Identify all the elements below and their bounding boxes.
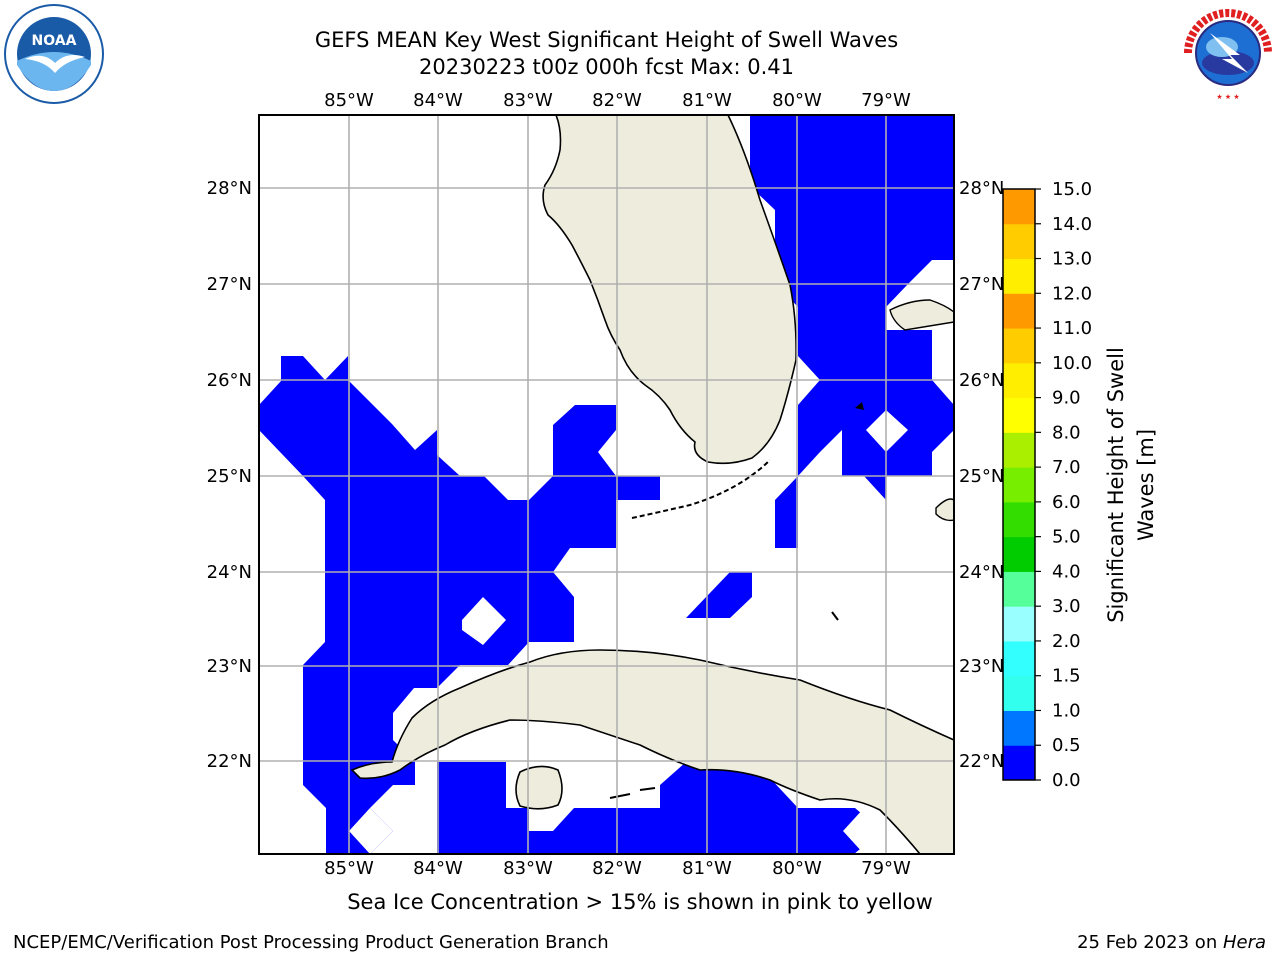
colorbar-band [1003, 536, 1035, 572]
colorbar-band [1003, 432, 1035, 468]
colorbar-tick-label: 15.0 [1052, 179, 1092, 200]
map-frame [258, 114, 955, 855]
graticule [259, 115, 954, 854]
svg-text:★ ★ ★: ★ ★ ★ [1216, 93, 1239, 101]
noaa-logo-text: NOAA [32, 33, 77, 49]
colorbar-tick-label: 0.0 [1052, 770, 1081, 791]
lon-label-bottom: 79°W [861, 858, 911, 879]
lat-label-right: 25°N [959, 466, 1004, 487]
colorbar-tick-label: 4.0 [1052, 561, 1081, 582]
colorbar-tick-label: 5.0 [1052, 527, 1081, 548]
lon-label-top: 83°W [503, 90, 553, 111]
colorbar-tick-label: 1.0 [1052, 700, 1081, 721]
colorbar-tick-label: 11.0 [1052, 318, 1092, 339]
colorbar-tick-label: 0.5 [1052, 735, 1081, 756]
lat-label-right: 26°N [959, 370, 1004, 391]
colorbar-band [1003, 710, 1035, 746]
lon-label-top: 79°W [861, 90, 911, 111]
lat-label-left: 26°N [207, 370, 252, 391]
lat-label-right: 24°N [959, 562, 1004, 583]
noaa-logo-icon: NOAA [4, 4, 104, 104]
footer-credit: NCEP/EMC/Verification Post Processing Pr… [13, 932, 609, 953]
lat-label-left: 24°N [207, 562, 252, 583]
colorbar-tick-label: 12.0 [1052, 283, 1092, 304]
lon-label-bottom: 82°W [592, 858, 642, 879]
colorbar-label-line1: Significant Height of Swell [1104, 347, 1128, 623]
colorbar-band [1003, 501, 1035, 538]
lat-label-left: 23°N [207, 656, 252, 677]
lon-label-bottom: 83°W [503, 858, 553, 879]
colorbar-label-line2: Waves [m] [1134, 429, 1158, 541]
lat-label-right: 27°N [959, 274, 1004, 295]
lat-label-left: 25°N [207, 466, 252, 487]
colorbar-frame [1002, 188, 1036, 781]
colorbar-band [1003, 745, 1035, 781]
swell-region-west [259, 356, 660, 854]
colorbar-tick-label: 2.0 [1052, 631, 1081, 652]
lat-label-right: 28°N [959, 178, 1004, 199]
lat-label-left: 22°N [207, 751, 252, 772]
colorbar-band [1003, 397, 1035, 433]
swell-region-south [437, 762, 882, 854]
colorbar-band [1003, 223, 1035, 260]
florida-land [542, 115, 797, 465]
bahamas-land [889, 299, 954, 331]
lon-label-top: 84°W [413, 90, 463, 111]
lat-label-right: 23°N [959, 656, 1004, 677]
swell-field [259, 115, 954, 854]
colorbar [1003, 189, 1035, 781]
colorbar-tick-label: 10.0 [1052, 353, 1092, 374]
colorbar-band [1003, 189, 1035, 225]
lon-label-bottom: 80°W [772, 858, 822, 879]
colorbar-tick-label: 13.0 [1052, 249, 1092, 270]
colorbar-band [1003, 328, 1035, 364]
lon-label-top: 85°W [324, 90, 374, 111]
colorbar-band [1003, 606, 1035, 642]
colorbar-band [1003, 571, 1035, 607]
colorbar-tick-label: 6.0 [1052, 492, 1081, 513]
colorbar-band [1003, 258, 1035, 294]
lat-label-right: 22°N [959, 751, 1004, 772]
lon-label-bottom: 81°W [682, 858, 732, 879]
colorbar-tick-label: 7.0 [1052, 457, 1081, 478]
colorbar-tick-label: 3.0 [1052, 596, 1081, 617]
swell-region-straits [775, 476, 798, 548]
colorbar-tick-label: 9.0 [1052, 388, 1081, 409]
sea-ice-note: Sea Ice Concentration > 15% is shown in … [347, 890, 933, 914]
footer-date: 25 Feb 2023 on Hera [1077, 932, 1266, 953]
florida-keys [631, 459, 771, 519]
lon-label-top: 80°W [772, 90, 822, 111]
lat-label-left: 28°N [207, 178, 252, 199]
map-title: GEFS MEAN Key West Significant Height of… [314, 28, 899, 52]
colorbar-band [1003, 362, 1035, 399]
colorbar-band [1003, 675, 1035, 711]
colorbar-band [1003, 467, 1035, 503]
colorbar-tick-label: 8.0 [1052, 422, 1081, 443]
lon-label-bottom: 85°W [324, 858, 374, 879]
map-subtitle: 20230223 t00z 000h fcst Max: 0.41 [419, 55, 794, 79]
colorbar-band [1003, 640, 1035, 677]
nws-logo-icon: ★ ★ ★ [1181, 6, 1275, 101]
colorbar-tick-label: 1.5 [1052, 666, 1081, 687]
swell-region-cay [686, 572, 752, 618]
isle-of-youth [515, 765, 563, 810]
colorbar-band [1003, 293, 1035, 329]
lon-label-top: 82°W [592, 90, 642, 111]
map-plot-area [259, 115, 954, 854]
swell-region-east [750, 115, 954, 500]
colorbar-tick-label: 14.0 [1052, 214, 1092, 235]
lon-label-bottom: 84°W [413, 858, 463, 879]
lat-label-left: 27°N [207, 274, 252, 295]
lon-label-top: 81°W [682, 90, 732, 111]
